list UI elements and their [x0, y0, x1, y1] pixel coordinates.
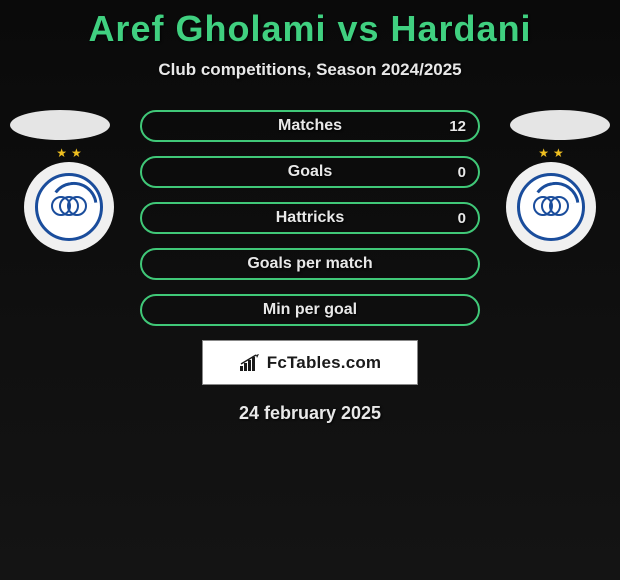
stat-row-hattricks: Hattricks 0: [140, 202, 480, 234]
star-icon: ★: [56, 146, 67, 160]
comparison-title: Aref Gholami vs Hardani: [0, 0, 620, 50]
stat-row-goals: Goals 0: [140, 156, 480, 188]
stat-value-right: 0: [458, 210, 466, 227]
stat-label: Goals per match: [247, 255, 372, 273]
star-icon: ★: [538, 146, 549, 160]
club-badge-left: ★ ★: [24, 162, 114, 252]
chart-icon: [239, 354, 261, 372]
stat-value-right: 0: [458, 164, 466, 181]
comparison-subtitle: Club competitions, Season 2024/2025: [0, 60, 620, 80]
player-avatar-right: [510, 110, 610, 140]
main-panel: ★ ★ ★ ★ Matches 12 Goals 0: [0, 110, 620, 424]
star-icon: ★: [553, 146, 564, 160]
stat-row-matches: Matches 12: [140, 110, 480, 142]
esteghlal-badge-icon: [517, 173, 585, 241]
stats-list: Matches 12 Goals 0 Hattricks 0 Goals per…: [140, 110, 480, 326]
stars-icon: ★ ★: [538, 146, 564, 160]
esteghlal-badge-icon: [35, 173, 103, 241]
stat-label: Goals: [288, 163, 332, 181]
stat-value-right: 12: [449, 118, 466, 135]
brand-label: FcTables.com: [267, 353, 382, 373]
stat-row-goals-per-match: Goals per match: [140, 248, 480, 280]
stat-label: Min per goal: [263, 301, 357, 319]
stat-label: Matches: [278, 117, 342, 135]
stat-label: Hattricks: [276, 209, 344, 227]
star-icon: ★: [71, 146, 82, 160]
stars-icon: ★ ★: [56, 146, 82, 160]
player-avatar-left: [10, 110, 110, 140]
stat-row-min-per-goal: Min per goal: [140, 294, 480, 326]
date-label: 24 february 2025: [0, 403, 620, 424]
brand-link[interactable]: FcTables.com: [202, 340, 418, 385]
club-badge-right: ★ ★: [506, 162, 596, 252]
